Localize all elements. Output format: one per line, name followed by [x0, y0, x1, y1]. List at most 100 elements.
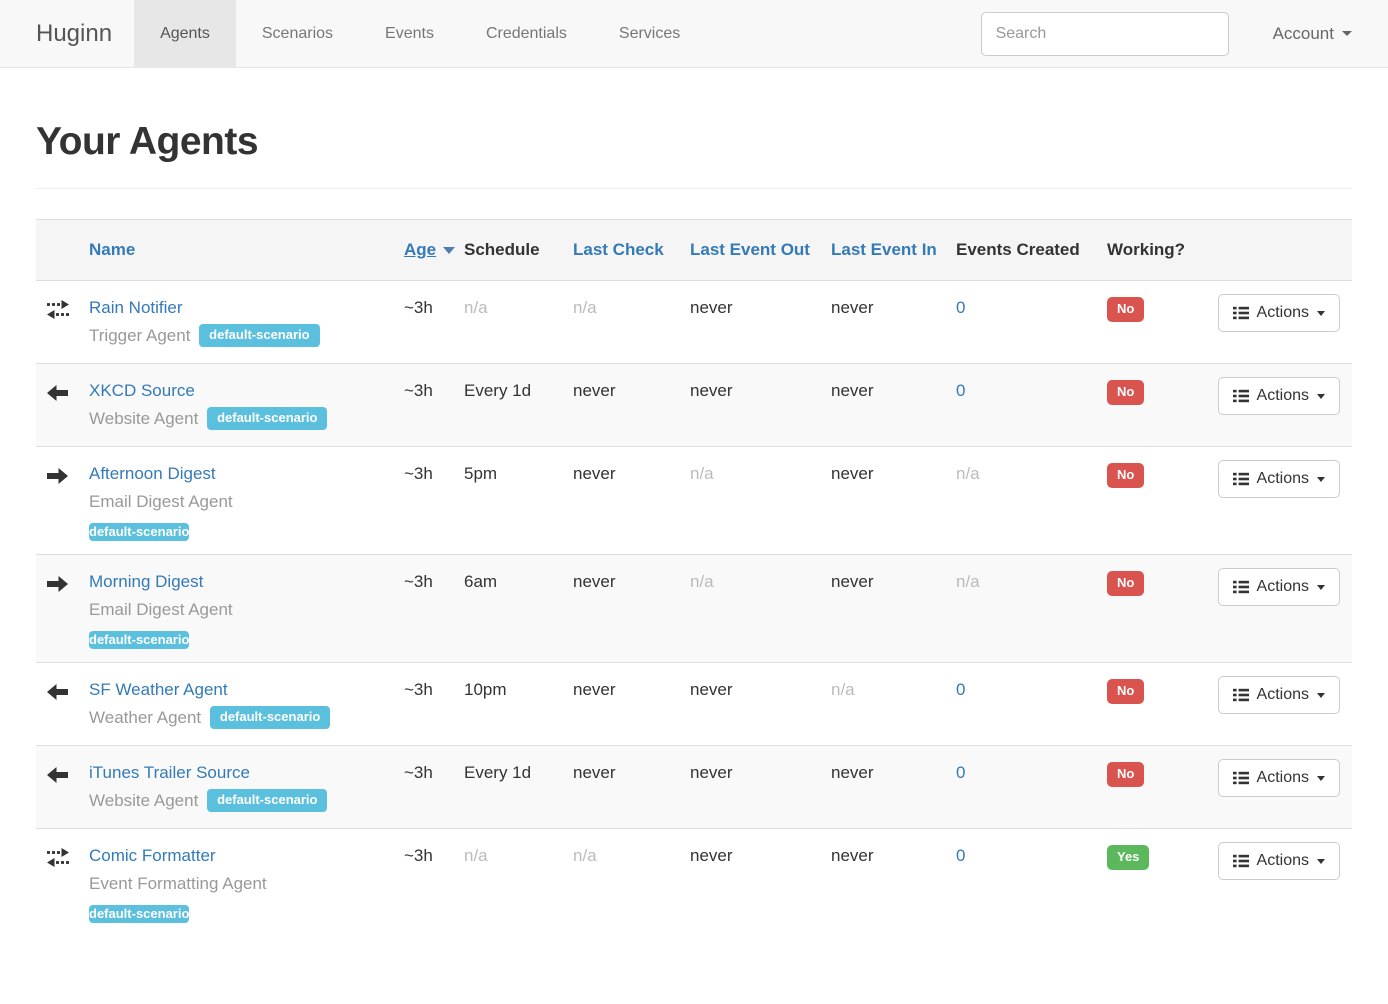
agent-direction-cell [36, 662, 89, 746]
agent-name-cell: iTunes Trailer Source Website Agent defa… [89, 745, 404, 829]
actions-cell: Actions [1216, 446, 1352, 555]
last-check-cell: never [573, 446, 690, 555]
nav-item-events[interactable]: Events [385, 24, 434, 42]
last-event-out-cell: n/a [690, 446, 831, 555]
last-event-out-value: never [690, 763, 733, 782]
agent-name-link[interactable]: iTunes Trailer Source [89, 763, 250, 782]
scenario-badge[interactable]: default-scenario [207, 407, 328, 430]
last-event-in-cell: never [831, 363, 956, 447]
actions-button[interactable]: Actions [1217, 842, 1340, 880]
caret-down-icon [1317, 393, 1325, 399]
events-created-value[interactable]: 0 [956, 763, 966, 782]
actions-button[interactable]: Actions [1217, 568, 1340, 606]
agent-name-cell: SF Weather Agent Weather Agent default-s… [89, 662, 404, 746]
caret-down-icon [1317, 310, 1325, 316]
agent-name-link[interactable]: Comic Formatter [89, 846, 216, 865]
working-status-badge: Yes [1107, 845, 1150, 870]
age-cell: ~3h [404, 363, 464, 447]
working-column-header: Working? [1107, 219, 1216, 281]
schedule-cell: n/a [464, 280, 573, 364]
last-event-in-value: never [831, 298, 874, 317]
table-row: Morning Digest Email Digest Agent defaul… [36, 554, 1352, 663]
list-icon [1232, 472, 1249, 486]
schedule-cell: 5pm [464, 446, 573, 555]
actions-button[interactable]: Actions [1217, 759, 1340, 797]
last-check-value: never [573, 763, 616, 782]
last-event-in-column-header[interactable]: Last Event In [831, 219, 956, 281]
working-status-badge: No [1107, 297, 1145, 322]
agent-name-link[interactable]: XKCD Source [89, 381, 195, 400]
schedule-value: 10pm [464, 680, 507, 699]
age-cell: ~3h [404, 446, 464, 555]
schedule-cell: 10pm [464, 662, 573, 746]
schedule-value: 5pm [464, 464, 498, 483]
nav-item-scenarios[interactable]: Scenarios [261, 24, 334, 42]
nav-item-agents[interactable]: Agents [134, 0, 236, 67]
last-event-in-cell: never [831, 554, 956, 663]
actions-button-label: Actions [1256, 686, 1309, 703]
table-row: SF Weather Agent Weather Agent default-s… [36, 662, 1352, 746]
last-check-column-header[interactable]: Last Check [573, 219, 690, 281]
account-dropdown[interactable]: Account [1273, 0, 1352, 67]
last-event-in-value: never [831, 572, 874, 591]
actions-button[interactable]: Actions [1217, 460, 1340, 498]
agent-direction-cell [36, 828, 89, 936]
last-check-value: n/a [573, 846, 597, 865]
list-icon [1232, 688, 1249, 702]
arrow-right-icon [46, 574, 69, 602]
scenario-badge[interactable]: default-scenario [209, 706, 331, 729]
page-title: Your Agents [36, 120, 259, 163]
age-value: ~3h [404, 381, 433, 400]
actions-button[interactable]: Actions [1217, 676, 1340, 714]
schedule-cell: 6am [464, 554, 573, 663]
name-column-header[interactable]: Name [89, 219, 404, 281]
arrow-right-icon [46, 466, 69, 494]
agent-direction-cell [36, 363, 89, 447]
last-check-cell: never [573, 554, 690, 663]
scenario-badge[interactable]: default-scenario [89, 905, 190, 923]
events-created-value[interactable]: 0 [956, 846, 966, 865]
schedule-value: n/a [464, 846, 488, 865]
agent-name-link[interactable]: Rain Notifier [89, 298, 183, 317]
last-event-in-value: never [831, 464, 874, 483]
agent-name-link[interactable]: Morning Digest [89, 572, 204, 591]
working-cell: Yes [1107, 828, 1216, 936]
schedule-value: Every 1d [464, 381, 532, 400]
actions-button[interactable]: Actions [1217, 377, 1340, 415]
schedule-column-header: Schedule [464, 219, 573, 281]
actions-button[interactable]: Actions [1217, 294, 1340, 332]
scenario-badge[interactable]: default-scenario [199, 324, 320, 347]
events-created-value[interactable]: 0 [956, 381, 966, 400]
navbar: Huginn Agents Scenarios Events Credentials S… [0, 0, 1388, 68]
agent-name-cell: Afternoon Digest Email Digest Agent defa… [89, 446, 404, 555]
nav-item-credentials[interactable]: Credentials [485, 24, 567, 42]
events-created-value[interactable]: 0 [956, 298, 966, 317]
agent-direction-cell [36, 745, 89, 829]
scenario-badge[interactable]: default-scenario [207, 789, 328, 812]
last-event-in-value: never [831, 846, 874, 865]
last-check-value: never [573, 464, 616, 483]
agent-type-label: Email Digest Agent [89, 492, 233, 511]
sort-desc-icon [443, 247, 456, 255]
last-event-out-column-header[interactable]: Last Event Out [690, 219, 831, 281]
age-value: ~3h [404, 680, 433, 699]
exchange-icon [46, 848, 70, 876]
agent-name-link[interactable]: Afternoon Digest [89, 464, 216, 483]
working-status-badge: No [1107, 463, 1145, 488]
last-event-in-cell: never [831, 446, 956, 555]
agent-name-link[interactable]: SF Weather Agent [89, 680, 228, 699]
scenario-badge[interactable]: default-scenario [89, 631, 190, 649]
actions-button-label: Actions [1256, 470, 1309, 487]
nav-item-services[interactable]: Services [618, 24, 681, 42]
schedule-cell: n/a [464, 828, 573, 936]
table-row: Comic Formatter Event Formatting Agent d… [36, 828, 1352, 936]
actions-cell: Actions [1216, 828, 1352, 936]
working-cell: No [1107, 363, 1216, 447]
actions-cell: Actions [1216, 554, 1352, 663]
agents-table: Name Age Schedule Last Check Last Event … [36, 219, 1352, 936]
search-input[interactable] [980, 11, 1229, 56]
age-column-header[interactable]: Age [404, 219, 464, 281]
scenario-badge[interactable]: default-scenario [89, 523, 190, 541]
events-created-value[interactable]: 0 [956, 680, 966, 699]
brand-logo[interactable]: Huginn [36, 19, 113, 47]
